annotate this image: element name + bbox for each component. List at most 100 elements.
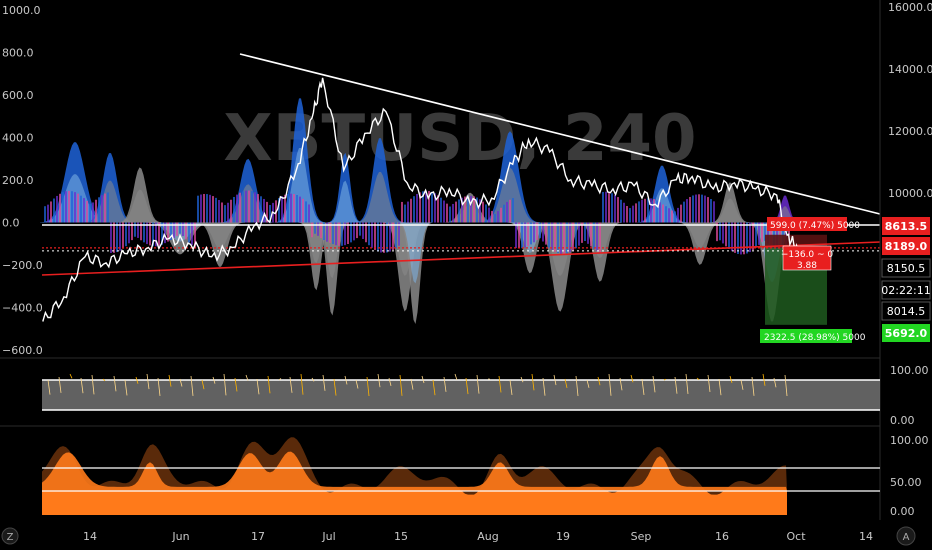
osc-bar bbox=[242, 191, 244, 223]
osc-bar bbox=[308, 204, 310, 223]
middle-spike bbox=[553, 374, 557, 386]
osc-bar bbox=[635, 203, 637, 223]
middle-spike bbox=[300, 373, 304, 395]
osc-bar bbox=[479, 199, 481, 223]
middle-spike bbox=[410, 378, 414, 390]
osc-bar bbox=[341, 222, 343, 246]
middle-spike bbox=[201, 379, 205, 390]
middle-spike bbox=[91, 374, 95, 395]
osc-bar bbox=[677, 207, 679, 223]
osc-bar bbox=[740, 222, 742, 255]
osc-bar bbox=[497, 211, 499, 223]
x-tick-label: 14 bbox=[83, 530, 97, 543]
x-tick-label: 19 bbox=[556, 530, 570, 543]
osc-bar bbox=[737, 222, 739, 254]
osc-bar bbox=[182, 222, 184, 237]
osc-bar bbox=[263, 198, 265, 223]
osc-bar bbox=[98, 197, 100, 223]
osc-bar bbox=[578, 222, 580, 246]
osc-bar bbox=[176, 222, 178, 236]
osc-peak-inner bbox=[677, 222, 722, 248]
bottom-tick-label: 100.00 bbox=[890, 434, 929, 447]
middle-spike bbox=[190, 375, 194, 396]
scale-left-control[interactable]: Z bbox=[1, 527, 19, 545]
osc-bar bbox=[53, 198, 55, 223]
middle-spike bbox=[69, 373, 73, 379]
middle-spike bbox=[652, 375, 656, 393]
bottom-tick-label: 50.00 bbox=[890, 476, 922, 489]
osc-bar bbox=[701, 194, 703, 223]
osc-bar bbox=[335, 222, 337, 246]
osc-bar bbox=[329, 222, 331, 243]
osc-bar bbox=[350, 222, 352, 243]
right-tick-label: 14000.0 bbox=[888, 63, 932, 76]
scale-left-circle[interactable] bbox=[1, 527, 19, 545]
middle-spike bbox=[333, 378, 337, 396]
price-label-text: 8189.0 bbox=[885, 240, 928, 253]
price-label-box bbox=[881, 258, 931, 278]
x-tick-label: Aug bbox=[477, 530, 498, 543]
osc-bar bbox=[245, 190, 247, 223]
middle-tick-label: 100.00 bbox=[890, 364, 929, 377]
osc-bar bbox=[431, 191, 433, 223]
osc-bar bbox=[761, 222, 763, 242]
osc-bar bbox=[680, 204, 682, 223]
middle-spike bbox=[784, 374, 788, 397]
osc-bar bbox=[602, 191, 604, 223]
osc-bar bbox=[290, 193, 292, 223]
osc-bar bbox=[179, 222, 181, 234]
osc-bar bbox=[209, 194, 211, 223]
osc-bar bbox=[44, 206, 46, 223]
middle-spike bbox=[476, 374, 480, 394]
osc-bar bbox=[194, 222, 196, 248]
osc-bar bbox=[440, 197, 442, 223]
osc-bar bbox=[749, 222, 751, 253]
middle-spike bbox=[751, 376, 755, 396]
osc-bar bbox=[365, 222, 367, 243]
osc-bar bbox=[419, 192, 421, 223]
osc-bar bbox=[632, 205, 634, 223]
x-tick-label: 15 bbox=[394, 530, 408, 543]
osc-bar bbox=[770, 222, 772, 246]
osc-bar bbox=[101, 195, 103, 223]
osc-peak-inner bbox=[195, 222, 245, 249]
osc-bar bbox=[332, 222, 334, 245]
left-axis: 1000.0 800.0 600.0 400.0 200.0 0.0 −200.0 −400.… bbox=[2, 4, 43, 357]
osc-bar bbox=[392, 222, 394, 251]
osc-bar bbox=[368, 222, 370, 246]
osc-bar bbox=[485, 204, 487, 223]
osc-bar bbox=[437, 195, 439, 223]
osc-bar bbox=[404, 204, 406, 223]
x-tick-label: 16 bbox=[715, 530, 729, 543]
osc-bar bbox=[686, 199, 688, 223]
osc-bar bbox=[458, 199, 460, 223]
auto-scale-control[interactable]: A bbox=[896, 526, 916, 546]
middle-spike bbox=[641, 378, 645, 396]
osc-bar bbox=[227, 202, 229, 223]
osc-bar bbox=[284, 194, 286, 223]
osc-bar bbox=[266, 201, 268, 223]
osc-bar bbox=[302, 198, 304, 223]
middle-spike bbox=[223, 373, 227, 396]
osc-bar bbox=[500, 207, 502, 223]
osc-bar bbox=[581, 222, 583, 243]
osc-bar bbox=[185, 222, 187, 240]
osc-bar bbox=[470, 195, 472, 223]
osc-bar bbox=[410, 198, 412, 223]
right-tick-label: 16000.0 bbox=[888, 1, 932, 14]
middle-spike bbox=[707, 374, 711, 393]
osc-bar bbox=[527, 222, 529, 247]
middle-spike bbox=[146, 373, 150, 390]
osc-bar bbox=[188, 222, 190, 243]
auto-scale-circle[interactable] bbox=[896, 526, 916, 546]
osc-bar bbox=[755, 222, 757, 248]
osc-bar bbox=[488, 207, 490, 223]
middle-panel: 100.00 0.00 bbox=[42, 364, 929, 427]
osc-bar bbox=[557, 222, 559, 254]
middle-spike bbox=[740, 379, 744, 390]
osc-bar bbox=[62, 192, 64, 223]
osc-bar bbox=[59, 193, 61, 223]
osc-peak-inner bbox=[397, 222, 432, 284]
osc-bar bbox=[731, 222, 733, 252]
right-tick-label: 12000.0 bbox=[888, 125, 932, 138]
